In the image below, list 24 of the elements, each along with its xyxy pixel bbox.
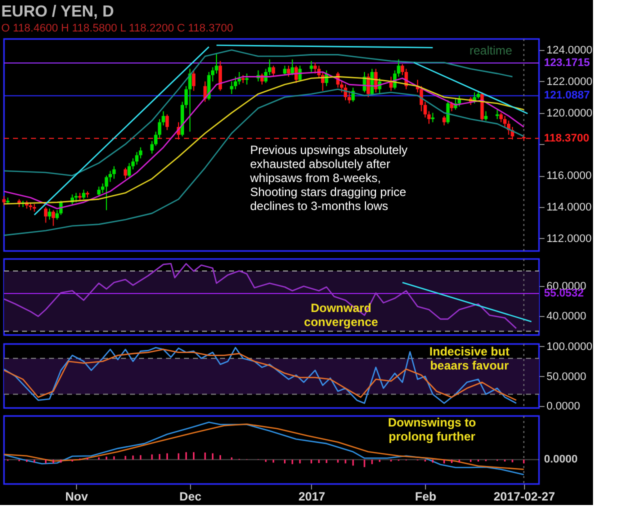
y-tick-label: 124.0000 bbox=[546, 44, 592, 56]
annotation: Downswings to prolong further bbox=[388, 415, 476, 444]
y-tick-label: 100.0000 bbox=[546, 340, 592, 353]
x-tick-label: Nov bbox=[65, 490, 88, 504]
y-tick-label: 112.0000 bbox=[546, 232, 592, 245]
x-tick-label: 2017 bbox=[298, 490, 326, 504]
ref-line-label: 118.3700 bbox=[544, 132, 590, 144]
x-tick-label: 2017-02-27 bbox=[494, 490, 556, 504]
y-tick-label: 40.0000 bbox=[546, 310, 586, 323]
ref-line-label: 121.0887 bbox=[544, 90, 590, 102]
annotation: Previous upswings absolutely exhausted absolutely after whipsaws from 8-weeks, Shooting stars dragging price declines to 3-months lows bbox=[249, 143, 408, 213]
y-tick-label: 116.0000 bbox=[546, 170, 592, 182]
y-tick-label: 122.0000 bbox=[546, 76, 592, 88]
x-tick-label: Dec bbox=[179, 490, 202, 504]
y-tick-label: 50.0000 bbox=[546, 370, 586, 383]
y-tick-label: 120.0000 bbox=[546, 107, 592, 120]
annotation: Indecisive but beaars favour bbox=[429, 344, 510, 373]
chart-subtitle: O 118.4600 H 118.5800 L 118.2200 C 118.3700 bbox=[1, 22, 234, 34]
y-tick-label: 114.0000 bbox=[546, 202, 592, 214]
x-tick-label: Feb bbox=[415, 490, 436, 504]
ref-line-label: 123.1715 bbox=[544, 57, 590, 70]
y-tick-label: 0.0000 bbox=[546, 400, 580, 413]
annotation: realtime bbox=[470, 43, 513, 58]
chart-title: EURO / YEN, D bbox=[1, 3, 114, 20]
